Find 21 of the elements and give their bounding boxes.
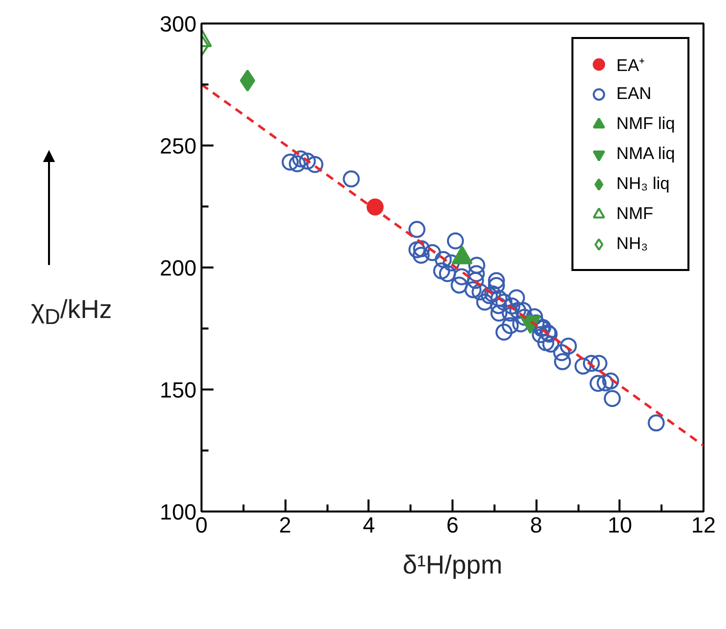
legend-label: NH₃ bbox=[616, 234, 648, 254]
y-tick-label: 100 bbox=[160, 500, 197, 524]
legend-label: NMF bbox=[616, 204, 654, 224]
y-axis-title: χ$_{D}$/kHz bbox=[31, 293, 112, 332]
x-tick-label: 10 bbox=[608, 512, 632, 538]
legend-label: NMF liq bbox=[616, 114, 675, 134]
x-tick-label: 0 bbox=[195, 512, 208, 538]
x-axis-title: δ¹H/ppm bbox=[402, 550, 502, 580]
legend-label: NH₃ liq bbox=[616, 174, 670, 194]
y-tick-label: 300 bbox=[160, 12, 197, 36]
x-tick-label: 4 bbox=[362, 512, 375, 538]
x-tick-label: 8 bbox=[530, 512, 542, 538]
y-tick-label: 200 bbox=[160, 256, 197, 280]
x-tick-label: 6 bbox=[446, 512, 459, 538]
legend-label: EA⁺ bbox=[616, 54, 646, 76]
legend-label: NMA liq bbox=[616, 144, 675, 164]
x-tick-label: 2 bbox=[279, 512, 292, 538]
y-tick-label: 150 bbox=[160, 378, 197, 402]
x-tick-label: 12 bbox=[691, 512, 716, 538]
y-tick-label: 250 bbox=[160, 134, 197, 158]
legend-label: EAN bbox=[616, 84, 652, 104]
